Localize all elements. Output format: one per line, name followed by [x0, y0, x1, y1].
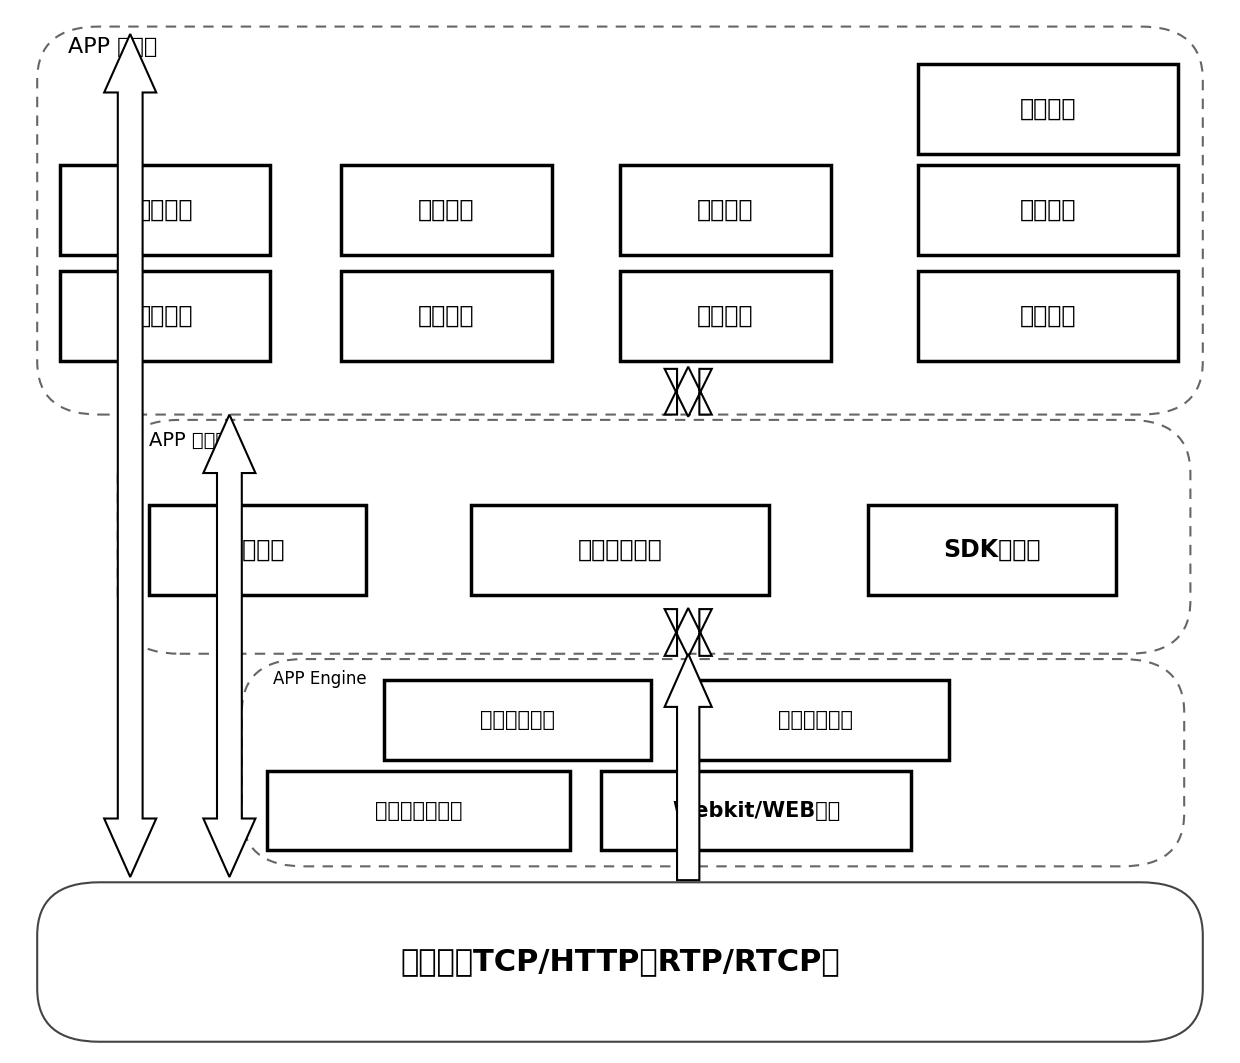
Bar: [620, 165, 831, 255]
Bar: [682, 680, 949, 760]
Text: 应用设置: 应用设置: [229, 538, 285, 562]
Text: 传输层（TCP/HTTP，RTP/RTCP）: 传输层（TCP/HTTP，RTP/RTCP）: [401, 947, 839, 977]
Bar: [341, 271, 552, 361]
Bar: [620, 271, 831, 361]
Text: SDK开发包: SDK开发包: [944, 538, 1040, 562]
FancyBboxPatch shape: [37, 27, 1203, 415]
Text: 我的订阅: 我的订阅: [697, 304, 754, 328]
Bar: [60, 165, 270, 255]
Polygon shape: [665, 608, 712, 657]
Text: 环境察理: 环境察理: [418, 304, 475, 328]
Bar: [60, 271, 270, 361]
Text: Webkit/WEB解析: Webkit/WEB解析: [672, 800, 841, 821]
Text: 静态模式识别: 静态模式识别: [480, 710, 556, 730]
Bar: [868, 505, 1116, 595]
Polygon shape: [665, 654, 712, 880]
Polygon shape: [104, 34, 156, 877]
Bar: [149, 505, 366, 595]
Text: 需求查询: 需求查询: [697, 198, 754, 222]
Text: 信息交流: 信息交流: [136, 304, 193, 328]
Text: APP 应用层: APP 应用层: [68, 37, 157, 57]
Bar: [601, 771, 911, 850]
Text: APP 管理层: APP 管理层: [149, 431, 227, 450]
Bar: [918, 271, 1178, 361]
Bar: [384, 680, 651, 760]
Text: 增值业务定制: 增值业务定制: [578, 538, 662, 562]
Bar: [918, 64, 1178, 154]
Polygon shape: [203, 415, 255, 877]
Text: APP Engine: APP Engine: [273, 670, 367, 688]
Text: 常用路径: 常用路径: [1019, 198, 1076, 222]
Text: 拍卖奉献: 拍卖奉献: [1019, 304, 1076, 328]
Bar: [341, 165, 552, 255]
Polygon shape: [665, 367, 712, 417]
FancyBboxPatch shape: [37, 882, 1203, 1042]
Text: 扫码查询: 扫码查询: [418, 198, 475, 222]
FancyBboxPatch shape: [118, 420, 1190, 654]
Bar: [267, 771, 570, 850]
Text: 需求发布: 需求发布: [136, 198, 193, 222]
FancyBboxPatch shape: [242, 659, 1184, 866]
Text: 注册登录: 注册登录: [1019, 97, 1076, 121]
Text: 动态模式识别: 动态模式识别: [777, 710, 853, 730]
Bar: [471, 505, 769, 595]
Bar: [918, 165, 1178, 255]
Text: 音视频数据解码: 音视频数据解码: [374, 800, 463, 821]
